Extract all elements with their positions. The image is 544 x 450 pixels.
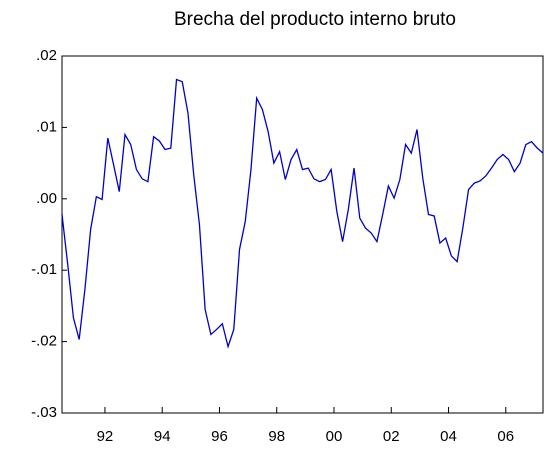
y-tick-label: .02 [36,47,57,64]
x-tick-label: 94 [154,428,171,445]
chart-title: Brecha del producto interno bruto [174,9,456,30]
y-tick-label: -.03 [31,404,57,421]
x-tick-label: 92 [97,428,114,445]
y-tick-label: .01 [36,118,57,135]
y-tick-label: -.01 [31,261,57,278]
x-tick-label: 02 [383,428,400,445]
x-tick-label: 04 [440,428,457,445]
data-line [61,78,544,349]
plot-frame [61,55,544,414]
x-tick-label: 06 [497,428,514,445]
y-tick-label: .00 [36,190,57,207]
y-tick-label: -.02 [31,333,57,350]
x-tick-label: 98 [268,428,285,445]
x-tick-label: 00 [326,428,343,445]
x-tick-label: 96 [211,428,228,445]
